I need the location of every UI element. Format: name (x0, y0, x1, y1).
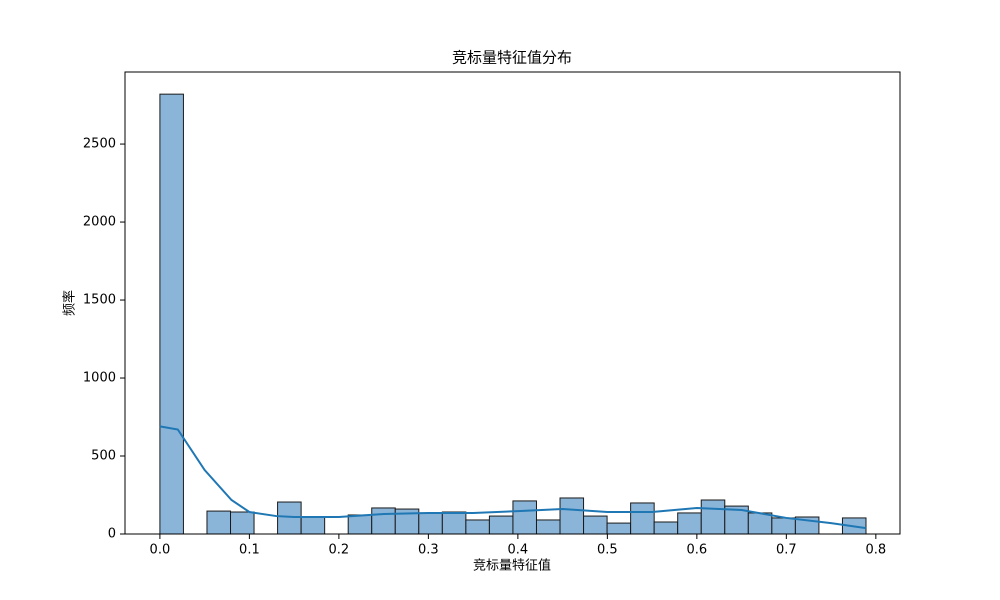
x-tick-label: 0.0 (150, 543, 171, 558)
histogram-bar (677, 512, 702, 535)
plot-frame (124, 71, 901, 535)
x-tick-label: 0.3 (418, 543, 439, 558)
histogram-bar (418, 512, 443, 535)
x-tick-label: 0.1 (239, 543, 260, 558)
histogram-bar (512, 500, 537, 535)
histogram-bar (630, 502, 655, 535)
histogram-bar (559, 497, 585, 535)
kde-line (159, 425, 867, 530)
histogram-bar (441, 511, 467, 535)
y-tick-label: 2500 (83, 137, 116, 152)
histogram-bar (606, 522, 632, 535)
histogram-bar (771, 517, 796, 535)
histogram-bar (653, 521, 679, 535)
histogram-bar (465, 519, 490, 535)
x-tick-label: 0.4 (508, 543, 529, 558)
histogram-bar (371, 507, 396, 535)
histogram-bar (300, 516, 326, 535)
x-tick-label: 0.6 (687, 543, 708, 558)
y-tick-label: 500 (91, 449, 116, 464)
y-tick-label: 0 (108, 527, 116, 542)
histogram-bar (535, 519, 561, 535)
x-tick-label: 0.8 (865, 543, 886, 558)
x-tick-label: 0.2 (329, 543, 350, 558)
x-tick-label: 0.5 (597, 543, 618, 558)
histogram-bar (347, 514, 373, 535)
y-axis-label: 频率 (62, 290, 78, 316)
histogram-bar (159, 93, 184, 535)
histogram-bar (230, 511, 255, 535)
y-tick-label: 1500 (83, 293, 116, 308)
x-tick-label: 0.7 (776, 543, 797, 558)
chart-title: 竞标量特征值分布 (452, 49, 572, 67)
x-axis-label: 竞标量特征值 (473, 558, 551, 574)
y-tick-label: 1000 (83, 371, 116, 386)
histogram-bar (700, 499, 726, 535)
histogram-bar (206, 510, 232, 535)
histogram-bar (488, 515, 514, 535)
histogram-bar (747, 512, 773, 535)
histogram-bar (583, 515, 608, 535)
y-tick-label: 2000 (83, 215, 116, 230)
histogram-bar (277, 501, 302, 535)
